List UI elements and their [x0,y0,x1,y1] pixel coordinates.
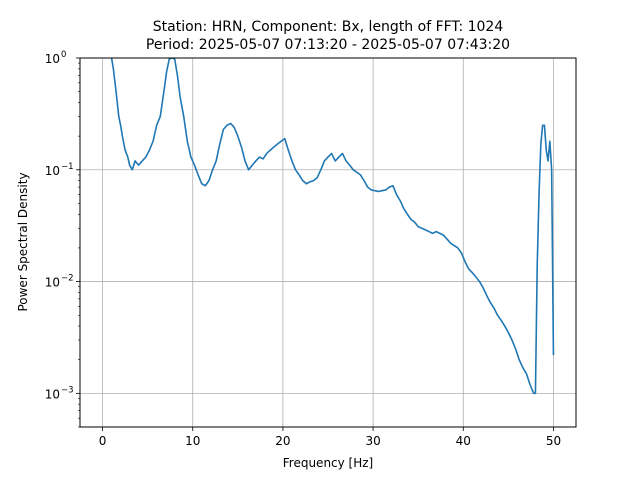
x-tick-label-1: 10 [185,434,200,448]
x-axis-label: Frequency [Hz] [283,456,374,470]
plot-frame [79,57,577,428]
y-tick-label-exp-1: −1 [61,162,74,172]
x-tick-label-4: 40 [456,434,471,448]
x-tick-label-0: 0 [99,434,107,448]
x-tick-label-2: 20 [275,434,290,448]
y-tick-label-exp-2: −2 [61,274,74,284]
x-tick-label-3: 30 [365,434,380,448]
psd-series-line [110,58,555,395]
y-tick-label-base-1: 10 [45,164,60,178]
y-axis-label: Power Spectral Density [16,172,30,311]
x-gridlines [102,58,554,427]
chart-title-line-1: Station: HRN, Component: Bx, length of F… [153,19,504,35]
y-tick-label-exp-3: −3 [61,385,74,395]
y-tick-label-base-0: 10 [45,52,60,66]
y-tick-label-exp-0: 0 [61,50,66,60]
y-tick-label-base-2: 10 [45,276,60,290]
chart-title-line-2: Period: 2025-05-07 07:13:20 - 2025-05-07… [146,37,510,53]
x-axis-ticks: 0 10 20 30 40 50 [99,427,561,448]
x-tick-label-5: 50 [546,434,561,448]
y-tick-label-base-3: 10 [45,387,60,401]
